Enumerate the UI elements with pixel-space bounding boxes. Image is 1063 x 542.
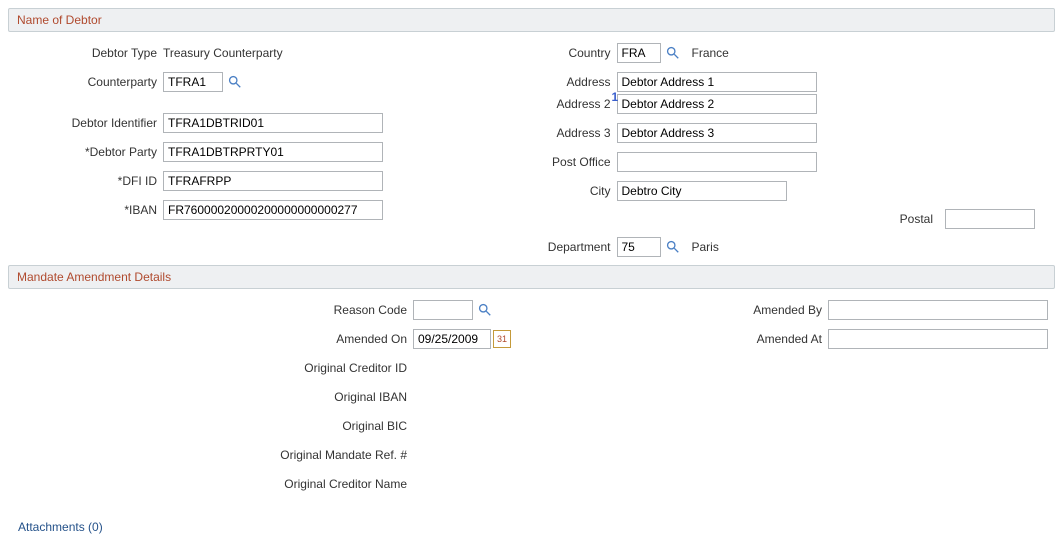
mandate-wrap: Reason Code Amended On 31 Original Credi…	[8, 299, 1055, 502]
amended-at-label: Amended At	[528, 332, 828, 346]
amended-on-input[interactable]	[413, 329, 491, 349]
address2-input[interactable]	[617, 94, 817, 114]
original-bic-label: Original BIC	[8, 419, 413, 433]
country-label: Country	[542, 46, 617, 60]
debtor-type-label: Debtor Type	[8, 46, 163, 60]
postal-label: Postal	[900, 212, 939, 226]
dfi-id-input[interactable]	[163, 171, 383, 191]
address2-label: Address 2	[542, 97, 617, 111]
mandate-section-header: Mandate Amendment Details	[8, 265, 1055, 289]
post-office-input[interactable]	[617, 152, 817, 172]
counterparty-label: Counterparty	[8, 75, 163, 89]
country-name: France	[692, 46, 729, 60]
country-lookup-icon[interactable]	[664, 44, 682, 62]
amended-by-input[interactable]	[828, 300, 1048, 320]
department-label: Department	[542, 240, 617, 254]
debtor-identifier-input[interactable]	[163, 113, 383, 133]
debtor-right-col: Country France Address 1 Address 2 Addre…	[542, 42, 1056, 265]
debtor-type-value: Treasury Counterparty	[163, 46, 283, 60]
iban-input[interactable]	[163, 200, 383, 220]
mandate-left-col: Reason Code Amended On 31 Original Credi…	[8, 299, 528, 502]
attachments-link[interactable]: Attachments (0)	[18, 520, 103, 534]
amended-at-input[interactable]	[828, 329, 1048, 349]
amended-by-label: Amended By	[528, 303, 828, 317]
address1-input[interactable]	[617, 72, 817, 92]
calendar-icon[interactable]: 31	[493, 330, 511, 348]
original-creditor-id-label: Original Creditor ID	[8, 361, 413, 375]
city-input[interactable]	[617, 181, 787, 201]
reason-code-label: Reason Code	[8, 303, 413, 317]
debtor-left-col: Debtor Type Treasury Counterparty Counte…	[8, 42, 522, 265]
debtor-identifier-label: Debtor Identifier	[8, 116, 163, 130]
amended-on-label: Amended On	[8, 332, 413, 346]
post-office-label: Post Office	[542, 155, 617, 169]
reason-code-input[interactable]	[413, 300, 473, 320]
city-label: City	[542, 184, 617, 198]
original-mandate-ref-label: Original Mandate Ref. #	[8, 448, 413, 462]
address3-input[interactable]	[617, 123, 817, 143]
department-lookup-icon[interactable]	[664, 238, 682, 256]
postal-input[interactable]	[945, 209, 1035, 229]
debtor-party-label: *Debtor Party	[8, 145, 163, 159]
reason-code-lookup-icon[interactable]	[476, 301, 494, 319]
country-code-input[interactable]	[617, 43, 661, 63]
counterparty-lookup-icon[interactable]	[226, 73, 244, 91]
original-iban-label: Original IBAN	[8, 390, 413, 404]
address3-label: Address 3	[542, 126, 617, 140]
iban-label: *IBAN	[8, 203, 163, 217]
mandate-right-col: Amended By Amended At	[528, 299, 1055, 502]
debtor-party-input[interactable]	[163, 142, 383, 162]
counterparty-input[interactable]	[163, 72, 223, 92]
dfi-id-label: *DFI ID	[8, 174, 163, 188]
address-label: Address	[542, 75, 617, 89]
debtor-section-header: Name of Debtor	[8, 8, 1055, 32]
department-code-input[interactable]	[617, 237, 661, 257]
department-name: Paris	[692, 240, 719, 254]
debtor-columns: Debtor Type Treasury Counterparty Counte…	[8, 42, 1055, 265]
original-creditor-name-label: Original Creditor Name	[8, 477, 413, 491]
